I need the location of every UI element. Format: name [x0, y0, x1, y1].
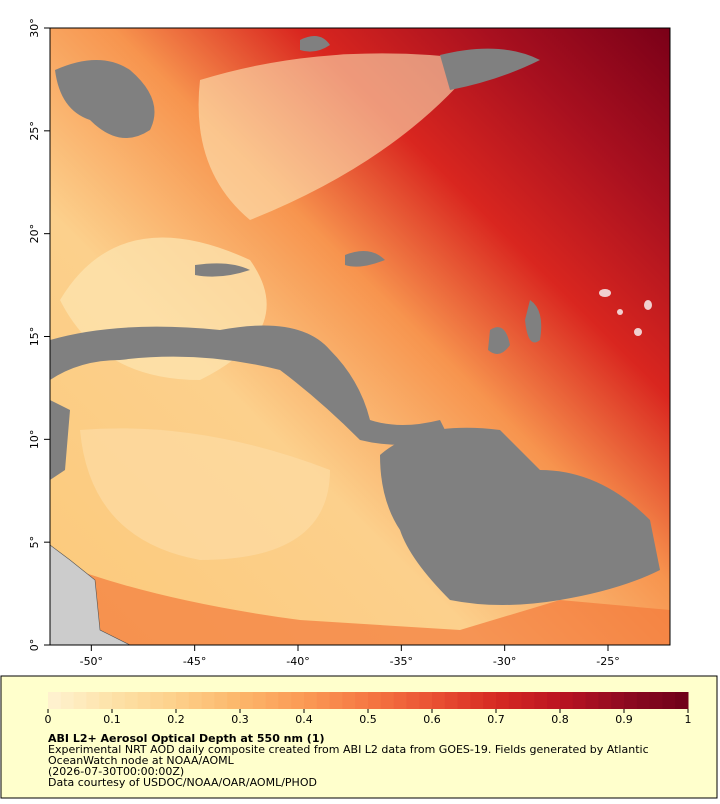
colorbar-tick-label: 0.5	[359, 713, 377, 726]
colorbar-cell	[227, 692, 241, 709]
colorbar-cell	[675, 692, 689, 709]
colorbar-tick-label: 0.3	[231, 713, 249, 726]
y-tick-label: 5°	[28, 536, 41, 549]
x-tick-label: -30°	[493, 655, 516, 668]
colorbar-cell	[406, 692, 420, 709]
y-tick-label: 0°	[28, 639, 41, 652]
colorbar-cell	[457, 692, 471, 709]
colorbar-tick-label: 1	[685, 713, 692, 726]
colorbar-cell	[368, 692, 382, 709]
x-tick-label: -50°	[80, 655, 103, 668]
colorbar-cell	[214, 692, 228, 709]
colorbar-cell	[534, 692, 548, 709]
x-tick-label: -40°	[286, 655, 309, 668]
title: ABI L2+ Aerosol Optical Depth at 550 nm …	[48, 732, 325, 745]
description-line: Data courtesy of USDOC/NOAA/OAR/AOML/PHO…	[48, 776, 317, 789]
colorbar-cell	[252, 692, 267, 709]
land	[50, 544, 131, 645]
colorbar-cell	[649, 692, 663, 709]
y-tick-label: 20°	[28, 224, 41, 244]
colorbar-cell	[598, 692, 612, 709]
map-field	[50, 28, 670, 645]
colorbar-cell	[444, 692, 459, 709]
x-tick-label: -25°	[596, 655, 619, 668]
description-line: (2026-07-30T00:00:00Z)	[48, 765, 184, 778]
colorbar-cell	[112, 692, 126, 709]
colorbar-cell	[201, 692, 215, 709]
colorbar-cell	[188, 692, 203, 709]
colorbar-cell	[585, 692, 599, 709]
colorbar-cell	[380, 692, 395, 709]
colorbar-cell	[278, 692, 292, 709]
colorbar-cell	[99, 692, 113, 709]
colorbar-tick-label: 0.6	[423, 713, 441, 726]
x-tick-label: -45°	[183, 655, 206, 668]
colorbar-cell	[496, 692, 510, 709]
colorbar-cell	[560, 692, 574, 709]
colorbar-cell	[662, 692, 676, 709]
colorbar-cell	[611, 692, 625, 709]
colorbar-cell	[508, 692, 523, 709]
cloud-spots	[599, 289, 652, 336]
colorbar-tick-label: 0.7	[487, 713, 505, 726]
colorbar-cell	[176, 692, 190, 709]
colorbar-tick-label: 0.9	[615, 713, 633, 726]
description-line: OceanWatch node at NOAA/AOML	[48, 754, 235, 767]
colorbar-cell	[521, 692, 535, 709]
colorbar-cell	[60, 692, 75, 709]
colorbar-cell	[265, 692, 279, 709]
colorbar-cell	[393, 692, 407, 709]
description-line: Experimental NRT AOD daily composite cre…	[48, 743, 649, 756]
colorbar-cell	[48, 692, 62, 709]
colorbar-cell	[291, 692, 305, 709]
colorbar-cell	[547, 692, 561, 709]
colorbar-cell	[624, 692, 638, 709]
colorbar-cell	[304, 692, 318, 709]
colorbar-tick-label: 0.2	[167, 713, 185, 726]
colorbar-cell	[316, 692, 331, 709]
colorbar-cell	[572, 692, 587, 709]
colorbar-cell	[329, 692, 343, 709]
y-tick-label: 30°	[28, 18, 41, 38]
no-data-area	[50, 36, 660, 605]
colorbar-cell	[86, 692, 100, 709]
y-tick-label: 25°	[28, 121, 41, 141]
x-tick-label: -35°	[390, 655, 413, 668]
colorbar-cell	[432, 692, 446, 709]
colorbar-tick-label: 0.8	[551, 713, 569, 726]
colorbar-cell	[470, 692, 484, 709]
colorbar-cell	[342, 692, 356, 709]
colorbar-cell	[73, 692, 87, 709]
colorbar-cell	[124, 692, 139, 709]
colorbar-cell	[355, 692, 369, 709]
colorbar-cell	[163, 692, 177, 709]
y-tick-label: 10°	[28, 430, 41, 450]
colorbar-cell	[150, 692, 164, 709]
colorbar-tick-label: 0.4	[295, 713, 313, 726]
colorbar-cell	[419, 692, 433, 709]
colorbar-tick-label: 0	[45, 713, 52, 726]
colorbar-cell	[137, 692, 151, 709]
colorbar-cell	[636, 692, 651, 709]
y-tick-label: 15°	[28, 327, 41, 347]
colorbar-cell	[483, 692, 497, 709]
colorbar-cell	[240, 692, 254, 709]
colorbar-tick-label: 0.1	[103, 713, 121, 726]
